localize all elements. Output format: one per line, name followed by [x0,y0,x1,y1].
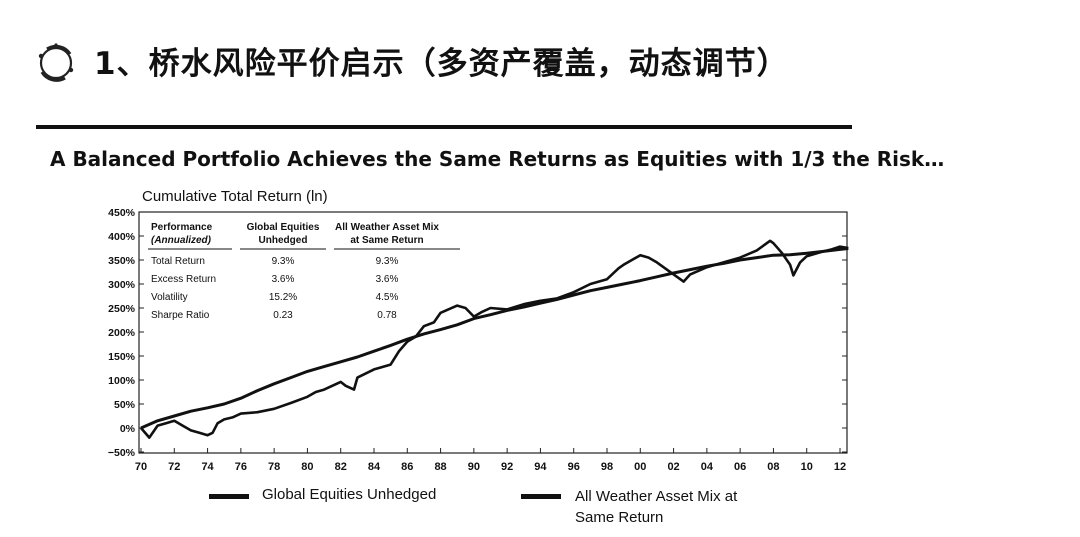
x-tick-label: 70 [135,461,147,473]
y-tick-label: 400% [108,231,136,243]
x-tick-label: 08 [767,461,779,473]
y-tick-label: 150% [108,351,136,363]
series-line-all-weather [140,247,849,430]
x-axis: 70 72 74 76 78 80 82 84 86 88 90 92 94 96 98 00 02 04 06 08… [135,448,846,473]
y-tick-label: 200% [108,327,136,339]
x-tick-label: 00 [634,461,646,473]
x-tick-label: 94 [534,461,547,473]
x-tick-label: 84 [368,461,381,473]
x-tick-label: 02 [667,461,679,473]
plot-frame [138,211,848,454]
legend-swatch-all-weather [521,494,561,499]
table-cell: 0.78 [377,310,397,321]
y-tick-label: −50% [108,447,136,459]
y-tick-label: 250% [108,303,136,315]
x-tick-label: 92 [501,461,513,473]
x-tick-label: 12 [834,461,846,473]
series-layer [140,239,849,439]
x-tick-label: 80 [301,461,313,473]
x-tick-label: 72 [168,461,180,473]
table-header: All Weather Asset Mix [335,222,439,233]
y-tick-label: 450% [108,207,136,219]
x-tick-label: 96 [568,461,580,473]
table-header: Global Equities [247,222,320,233]
table-cell: 9.3% [376,256,399,267]
title-divider [36,125,852,129]
x-tick-label: 74 [201,461,214,473]
x-tick-label: 78 [268,461,280,473]
table-cell: Excess Return [151,274,216,285]
x-tick-label: 86 [401,461,413,473]
ring-logo-icon [38,43,74,82]
legend-label-all-weather: All Weather Asset Mix at Same Return [575,488,738,526]
page-title: 1、桥水风险平价启示（多资产覆盖，动态调节） [94,46,789,82]
table-cell: 15.2% [269,292,297,303]
x-tick-label: 10 [801,461,813,473]
table-cell: 3.6% [376,274,399,285]
table-header: Unhedged [259,235,308,246]
table-header: at Same Return [350,235,423,246]
performance-table: Performance (Annualized) Global Equities Un… [148,222,460,321]
y-axis: 450% 400% 350% 300% 250% 200% 150% 100% 50% 0% −50… [108,207,847,459]
x-tick-label: 06 [734,461,746,473]
x-tick-label: 90 [468,461,480,473]
table-cell: 4.5% [376,292,399,303]
y-tick-label: 100% [108,375,136,387]
x-tick-label: 88 [434,461,446,473]
x-tick-label: 76 [235,461,247,473]
y-tick-label: 0% [120,423,136,435]
x-tick-label: 98 [601,461,613,473]
table-cell: Sharpe Ratio [151,310,210,321]
table-cell: 9.3% [272,256,295,267]
table-header: Performance [151,222,213,233]
chart-title: Cumulative Total Return (ln) [142,188,328,205]
chart-subtitle: A Balanced Portfolio Achieves the Same R… [50,147,945,171]
legend-swatch-global-equities [209,494,249,499]
table-cell: Volatility [151,292,188,303]
y-tick-label: 300% [108,279,136,291]
y-tick-label: 50% [114,399,136,411]
table-header: (Annualized) [151,235,212,246]
x-tick-label: 82 [335,461,347,473]
table-cell: 0.23 [273,310,293,321]
table-cell: 3.6% [272,274,295,285]
legend-label-global-equities: Global Equities Unhedged [262,486,437,503]
table-cell: Total Return [151,256,205,267]
series-line-global-equities [140,239,849,439]
x-tick-label: 04 [701,461,714,473]
y-tick-label: 350% [108,255,136,267]
